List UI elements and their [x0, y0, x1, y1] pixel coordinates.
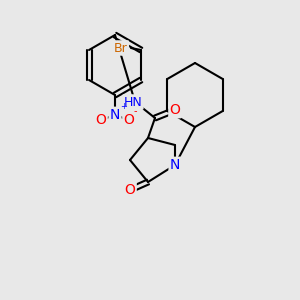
Text: O: O — [96, 113, 106, 127]
Text: N: N — [170, 158, 180, 172]
Text: O: O — [169, 103, 180, 117]
Text: N: N — [110, 108, 120, 122]
Text: Br: Br — [114, 41, 128, 55]
Text: +: + — [120, 102, 127, 111]
Text: O: O — [124, 113, 134, 127]
Text: HN: HN — [124, 95, 142, 109]
Text: O: O — [124, 183, 135, 197]
Text: -: - — [134, 106, 137, 116]
